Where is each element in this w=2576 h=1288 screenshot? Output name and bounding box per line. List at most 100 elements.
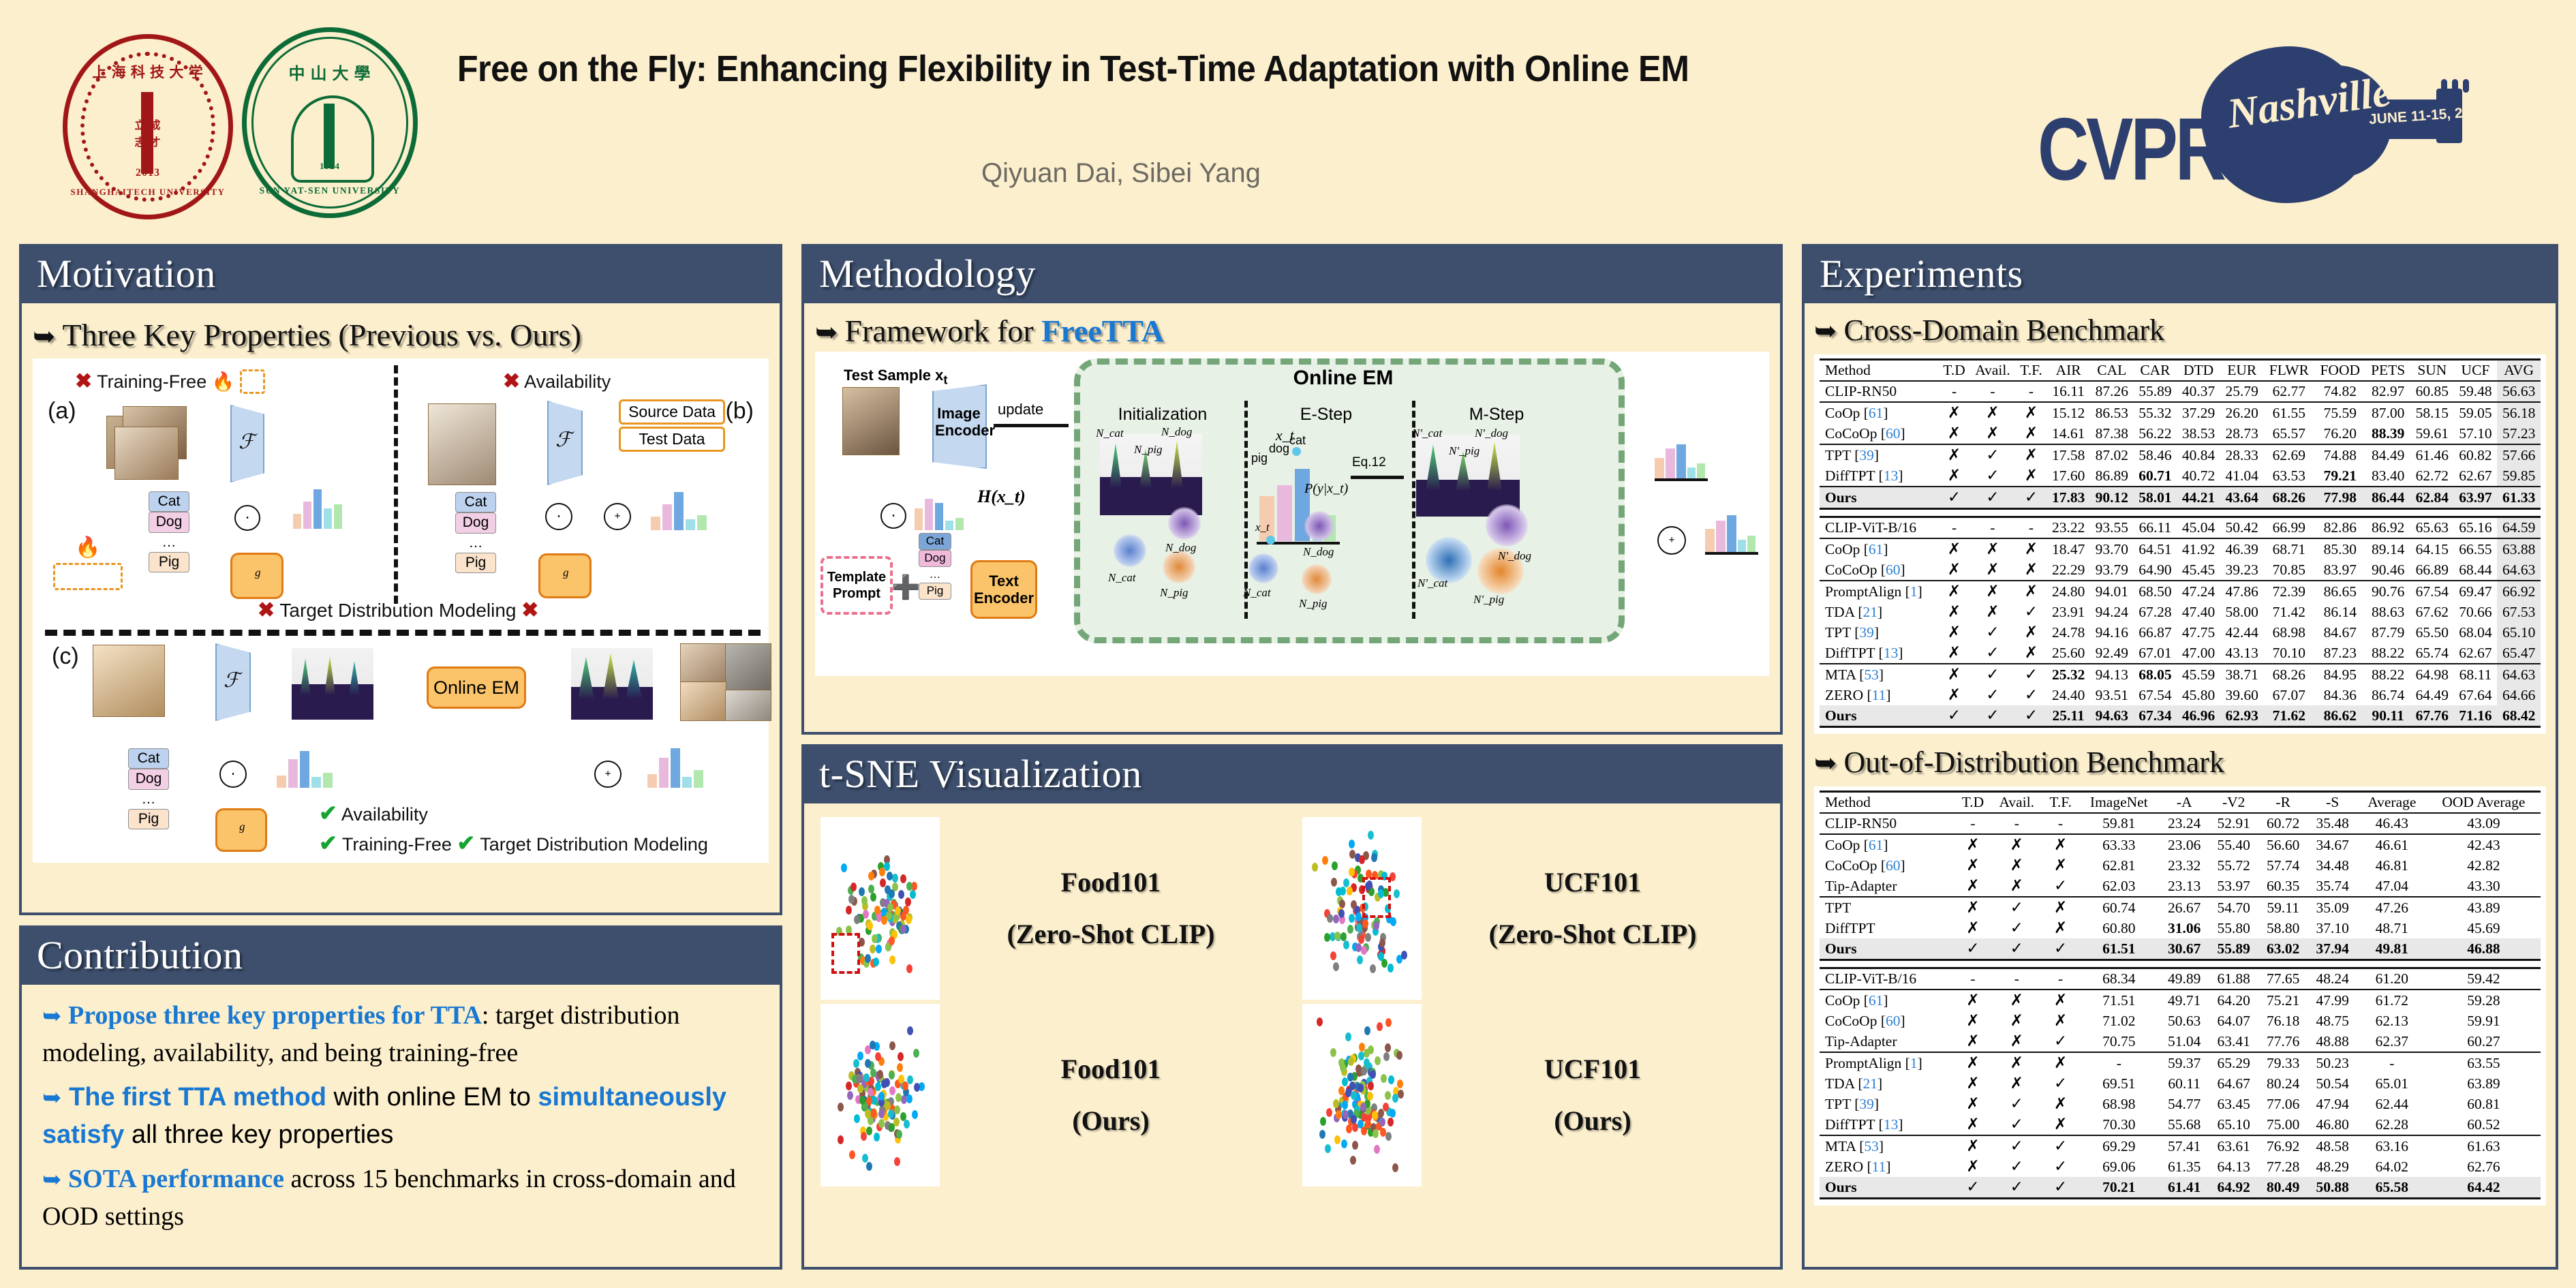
- dash-mark: -: [1951, 519, 1957, 536]
- cell-value: 87.02: [2089, 444, 2134, 465]
- tsne-point: [1363, 1058, 1370, 1068]
- cell-td: ✗: [1955, 1031, 1991, 1052]
- fig-c-mul-op: ⋅: [219, 761, 247, 788]
- cell-td: -: [1939, 381, 1970, 402]
- cell-value: 15.12: [2046, 401, 2090, 423]
- tsne-point: [879, 878, 886, 888]
- tsne-point: [1360, 945, 1367, 955]
- cell-value: 57.66: [2497, 444, 2541, 465]
- contribution-item-3: ➥ SOTA performance across 15 benchmarks …: [42, 1165, 736, 1231]
- tsne-point: [1320, 1117, 1327, 1126]
- cell-value: 77.06: [2266, 1095, 2300, 1112]
- cell-value: 55.68: [2168, 1116, 2201, 1133]
- cell-value: 77.98: [2314, 486, 2366, 509]
- tsne-point: [1357, 1110, 1364, 1120]
- cell-value: 54.77: [2168, 1095, 2201, 1112]
- tsne-point: [855, 1075, 862, 1084]
- cell-avail: ✓: [1969, 465, 2015, 487]
- cell-value: 70.21: [2102, 1178, 2136, 1195]
- check-icon: ✓: [1966, 940, 1980, 957]
- tsne-point: [1366, 1062, 1373, 1071]
- tsne-point: [902, 1088, 909, 1097]
- tsne-point: [1342, 1110, 1349, 1120]
- tsne-point: [1368, 887, 1375, 897]
- tsne-point: [906, 1094, 913, 1103]
- cell-td: ✗: [1939, 465, 1970, 487]
- tsne-point: [1340, 932, 1347, 942]
- cell-value: 77.65: [2266, 970, 2300, 987]
- tsne-caption-1: Food101 (Zero-Shot CLIP): [1007, 867, 1215, 949]
- cell-avail: ✗: [1991, 1031, 2043, 1052]
- tsne-point: [848, 1071, 855, 1080]
- tsne-point: [889, 1104, 896, 1114]
- cross-icon: ✗: [2053, 1054, 2068, 1072]
- cell-value: 55.40: [2209, 833, 2258, 855]
- cell-tf: ✗: [2016, 643, 2047, 664]
- tsne-point: [1358, 855, 1365, 864]
- row-method: PromptAlign [1]: [1820, 580, 1939, 602]
- cell-value: 59.81: [2102, 815, 2136, 831]
- tsne-point: [853, 1114, 860, 1124]
- cell-value: 59.05: [2453, 401, 2498, 423]
- cell-value: 87.79: [2371, 624, 2405, 641]
- cell-value: 46.43: [2375, 815, 2408, 831]
- cross-icon: ✗: [1966, 1116, 1980, 1133]
- tsne-point: [889, 1123, 895, 1133]
- tsne-point: [1364, 1026, 1370, 1036]
- tsne-point: [882, 1111, 889, 1121]
- tsne-point: [1355, 942, 1362, 952]
- cross-icon: ✗: [1986, 561, 1999, 579]
- cell-value: 65.16: [2459, 519, 2492, 536]
- column-header: Average: [2357, 791, 2427, 814]
- cell-value: 43.64: [2220, 486, 2264, 509]
- tsne-point: [1393, 1087, 1399, 1097]
- cell-value: 42.43: [2426, 833, 2541, 855]
- cell-value: 14.61: [2051, 425, 2085, 442]
- cell-td: ✗: [1955, 876, 1991, 897]
- cell-value: 53.97: [2217, 877, 2250, 894]
- tsne-point: [872, 934, 878, 943]
- estep-scatter-label-cat: N_cat: [1243, 586, 1271, 599]
- table-row: CLIP-RN50 - - - 59.81 23.24 52.91 60.72 35.48 46.…: [1820, 813, 2541, 834]
- cell-value: 71.62: [2272, 707, 2306, 724]
- cell-value: 47.99: [2307, 989, 2357, 1011]
- cell-td: ✗: [1955, 855, 1991, 876]
- cell-value: 87.23: [2323, 644, 2357, 661]
- cell-avail: ✓: [1991, 918, 2043, 938]
- cross-icon: ✗: [2010, 877, 2023, 895]
- cell-avail: -: [1969, 517, 2015, 539]
- fig-b-text-generator: ᵍ: [538, 553, 592, 598]
- methodology-figure: Online EM Initialization E-Step M-Step T…: [815, 352, 1769, 676]
- bullet-arrow-icon: ➥: [42, 1086, 62, 1111]
- fig-c-check-availability: ✔ Availability: [319, 801, 428, 825]
- cell-value: 56.22: [2138, 425, 2172, 442]
- cell-value: 46.88: [2467, 940, 2500, 957]
- tsne-point: [1326, 1107, 1333, 1117]
- cell-td: ✗: [1939, 622, 1970, 643]
- cell-value: 59.48: [2459, 383, 2492, 399]
- cell-td: ✗: [1955, 918, 1991, 938]
- cell-value: 79.21: [2323, 467, 2357, 484]
- cell-value: 90.76: [2365, 580, 2410, 602]
- cell-value: 17.60: [2051, 467, 2085, 484]
- tsne-point: [1340, 887, 1347, 896]
- fig-b-test-data: Test Data: [619, 427, 725, 452]
- motivation-bullet: ➥ Three Key Properties (Previous vs. Ours…: [33, 318, 581, 352]
- row-method: CoCoOp [60]: [1825, 425, 1905, 442]
- cell-avail: ✓: [1991, 1114, 2043, 1135]
- tsne-point: [861, 1154, 868, 1163]
- tsne-point: [860, 1131, 867, 1141]
- cell-td: ✗: [1938, 538, 1970, 559]
- cross-icon: ✗: [2024, 583, 2038, 600]
- cell-tf: ✗: [2043, 918, 2079, 938]
- tsne-cell-4: UCF101 (Ours): [1302, 1004, 1764, 1186]
- cell-value: 65.10: [2217, 1116, 2250, 1133]
- table-row: ZERO [11] ✗ ✓ ✓ 24.40 93.51 67.54 45.80 39.60 67.…: [1820, 685, 2541, 705]
- row-method: CoCoOp [60]: [1825, 561, 1905, 578]
- cell-value: 64.51: [2133, 538, 2177, 559]
- tsne-point: [870, 1068, 877, 1077]
- tsne-point: [837, 1103, 844, 1112]
- tsne-point: [1329, 932, 1336, 942]
- tsne-point: [1381, 958, 1388, 968]
- cell-tf: ✗: [2015, 444, 2047, 465]
